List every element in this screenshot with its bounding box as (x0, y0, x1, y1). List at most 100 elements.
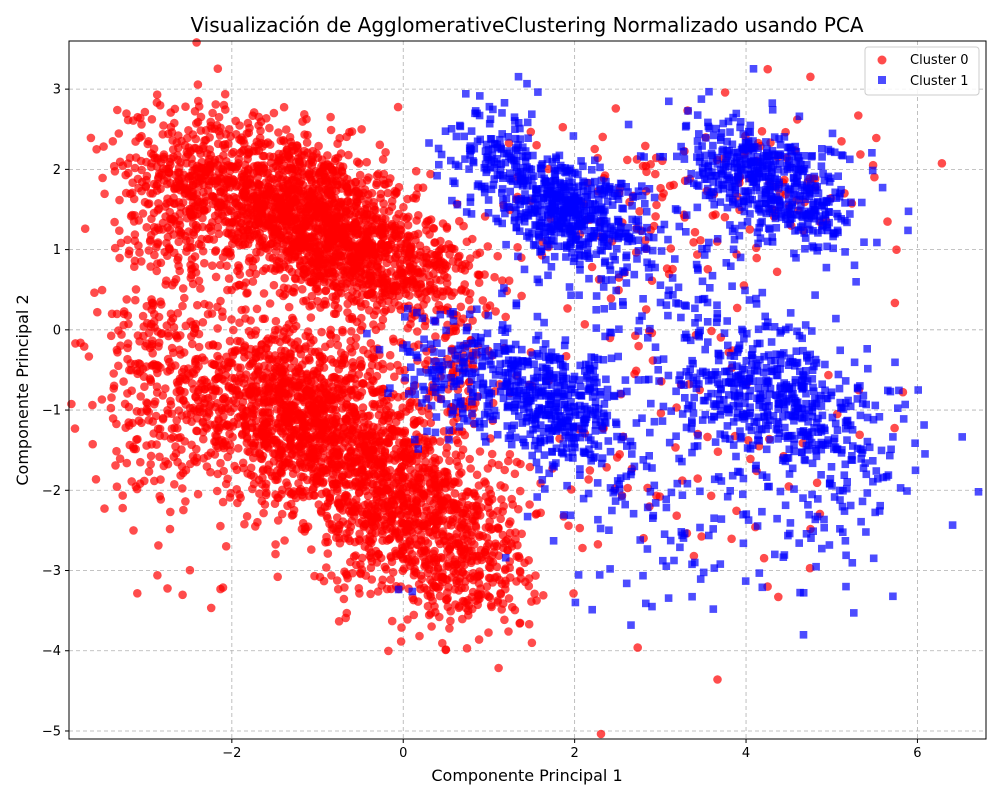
data-point (186, 459, 195, 469)
data-point (265, 467, 275, 477)
data-point (341, 376, 351, 385)
data-point (298, 412, 307, 422)
data-point (275, 363, 285, 373)
data-point (219, 100, 229, 110)
data-point (434, 259, 444, 269)
data-point (312, 430, 322, 440)
data-point (387, 616, 397, 626)
data-point (310, 418, 320, 427)
data-point (200, 258, 209, 268)
data-point (263, 389, 272, 399)
data-point (273, 572, 283, 582)
data-point (475, 270, 484, 280)
data-point (440, 333, 450, 343)
data-point (341, 479, 351, 489)
data-point (152, 440, 161, 449)
data-point (424, 216, 433, 225)
data-point (254, 233, 263, 243)
data-point (150, 397, 160, 406)
data-point (166, 317, 176, 326)
data-point (194, 276, 204, 286)
data-point (464, 295, 474, 305)
data-point (199, 187, 208, 197)
data-point (354, 504, 363, 513)
data-point (225, 493, 235, 502)
data-point (313, 404, 323, 414)
data-point (467, 556, 476, 566)
data-point (367, 360, 377, 370)
data-point (200, 375, 209, 385)
data-point (368, 486, 378, 496)
data-point (265, 299, 275, 308)
data-point (409, 415, 419, 425)
data-point (274, 325, 283, 334)
data-point (321, 487, 331, 497)
data-point (134, 241, 143, 250)
data-point (331, 392, 341, 402)
data-point (317, 327, 326, 337)
data-point (396, 239, 406, 248)
data-point (351, 454, 361, 464)
data-point (223, 245, 232, 254)
data-point (437, 244, 447, 253)
data-point (286, 213, 296, 222)
data-point (332, 359, 342, 368)
data-point (398, 403, 408, 413)
data-point (539, 591, 548, 600)
data-point (377, 321, 386, 331)
data-point (166, 108, 175, 117)
data-point (511, 535, 520, 544)
data-point (371, 431, 381, 440)
data-point (299, 296, 308, 306)
data-point (378, 315, 388, 325)
data-point (108, 137, 118, 146)
data-point (323, 549, 333, 558)
data-point (174, 237, 183, 247)
data-point (100, 504, 109, 513)
data-point (430, 525, 440, 535)
data-point (198, 318, 208, 327)
data-point (367, 288, 377, 298)
data-point (463, 595, 473, 605)
data-point (176, 471, 185, 480)
data-point (248, 484, 257, 494)
data-point (264, 182, 273, 192)
data-point (358, 468, 367, 477)
data-point (161, 202, 170, 211)
data-point (260, 351, 269, 360)
data-point (179, 364, 189, 374)
data-point (335, 538, 345, 548)
data-point (340, 567, 349, 576)
data-point (396, 637, 406, 646)
data-point (358, 403, 368, 412)
data-point (112, 446, 121, 456)
data-point (437, 572, 446, 582)
data-point (298, 180, 308, 190)
data-point (212, 486, 222, 496)
data-point (348, 568, 357, 578)
data-point (497, 495, 506, 504)
data-point (152, 90, 162, 99)
data-point (144, 199, 154, 208)
data-point (326, 404, 336, 414)
data-point (284, 176, 293, 186)
data-point (385, 350, 395, 360)
data-point (498, 507, 508, 516)
data-point (245, 361, 254, 371)
data-point (361, 446, 370, 455)
data-point (427, 622, 436, 631)
data-point (192, 38, 201, 47)
data-point (314, 262, 323, 272)
data-point (192, 426, 201, 436)
data-point (351, 560, 361, 570)
data-point (347, 127, 357, 136)
data-point (254, 139, 264, 149)
data-point (281, 247, 291, 256)
data-point (253, 517, 262, 527)
data-point (403, 277, 413, 286)
data-point (354, 210, 364, 220)
data-point (339, 594, 349, 604)
data-point (205, 169, 215, 178)
data-point (289, 315, 298, 325)
data-point (317, 508, 326, 517)
